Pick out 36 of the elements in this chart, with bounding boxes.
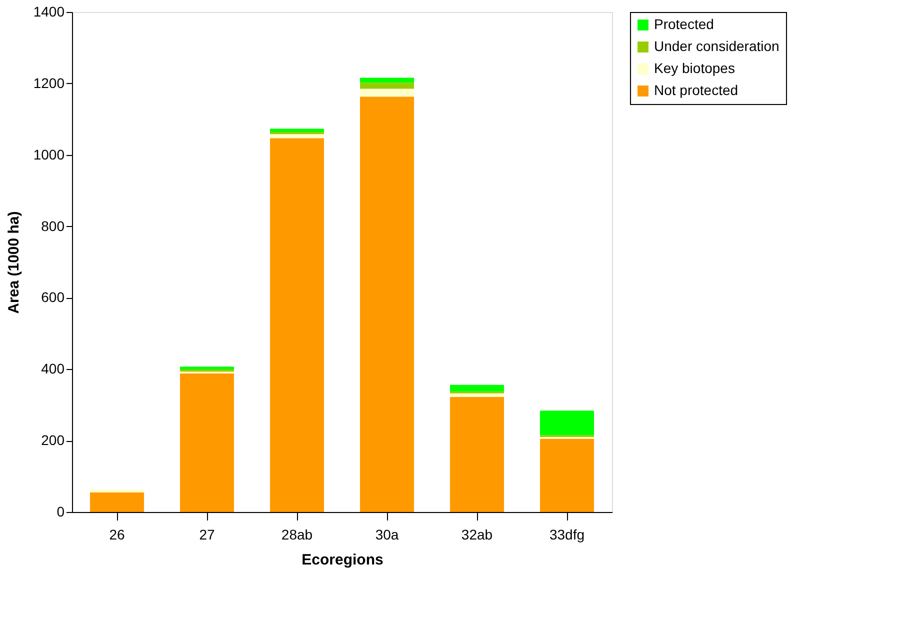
bar [270,128,324,132]
bar [450,397,504,512]
bar [270,138,324,512]
x-tick-label: 33dfg [549,526,585,542]
bar [360,88,414,97]
y-tick-label: 1400 [33,4,65,20]
legend-label: Protected [654,16,714,32]
bar [90,492,144,512]
bar [180,373,234,512]
y-tick-label: 1200 [33,74,65,91]
legend-label: Not protected [654,82,738,98]
y-tick-label: 600 [41,289,65,306]
y-tick-label: 0 [56,504,65,520]
y-tick-label: 1000 [33,146,65,162]
x-tick-label: 27 [199,526,215,542]
x-tick-label: 30a [375,526,399,542]
legend-label: Under consideration [654,38,780,54]
bar [360,96,414,512]
bar [360,82,414,89]
bar [540,438,594,512]
y-tick-label: 800 [41,218,65,234]
bar [180,366,234,370]
bar [90,490,144,492]
bar [540,410,594,436]
bar [450,384,504,392]
x-tick-label: 26 [109,526,125,542]
y-tick-label: 200 [41,432,65,448]
x-tick-label: 32ab [461,526,493,542]
x-axis-title: Ecoregions [302,552,384,568]
bar [450,393,504,397]
legend-label: Key biotopes [654,60,735,76]
y-axis-title: Area (1000 ha) [5,211,22,314]
x-tick-label: 28ab [281,526,313,542]
bar [270,134,324,138]
y-tick-label: 400 [41,360,65,377]
bar [360,78,414,83]
